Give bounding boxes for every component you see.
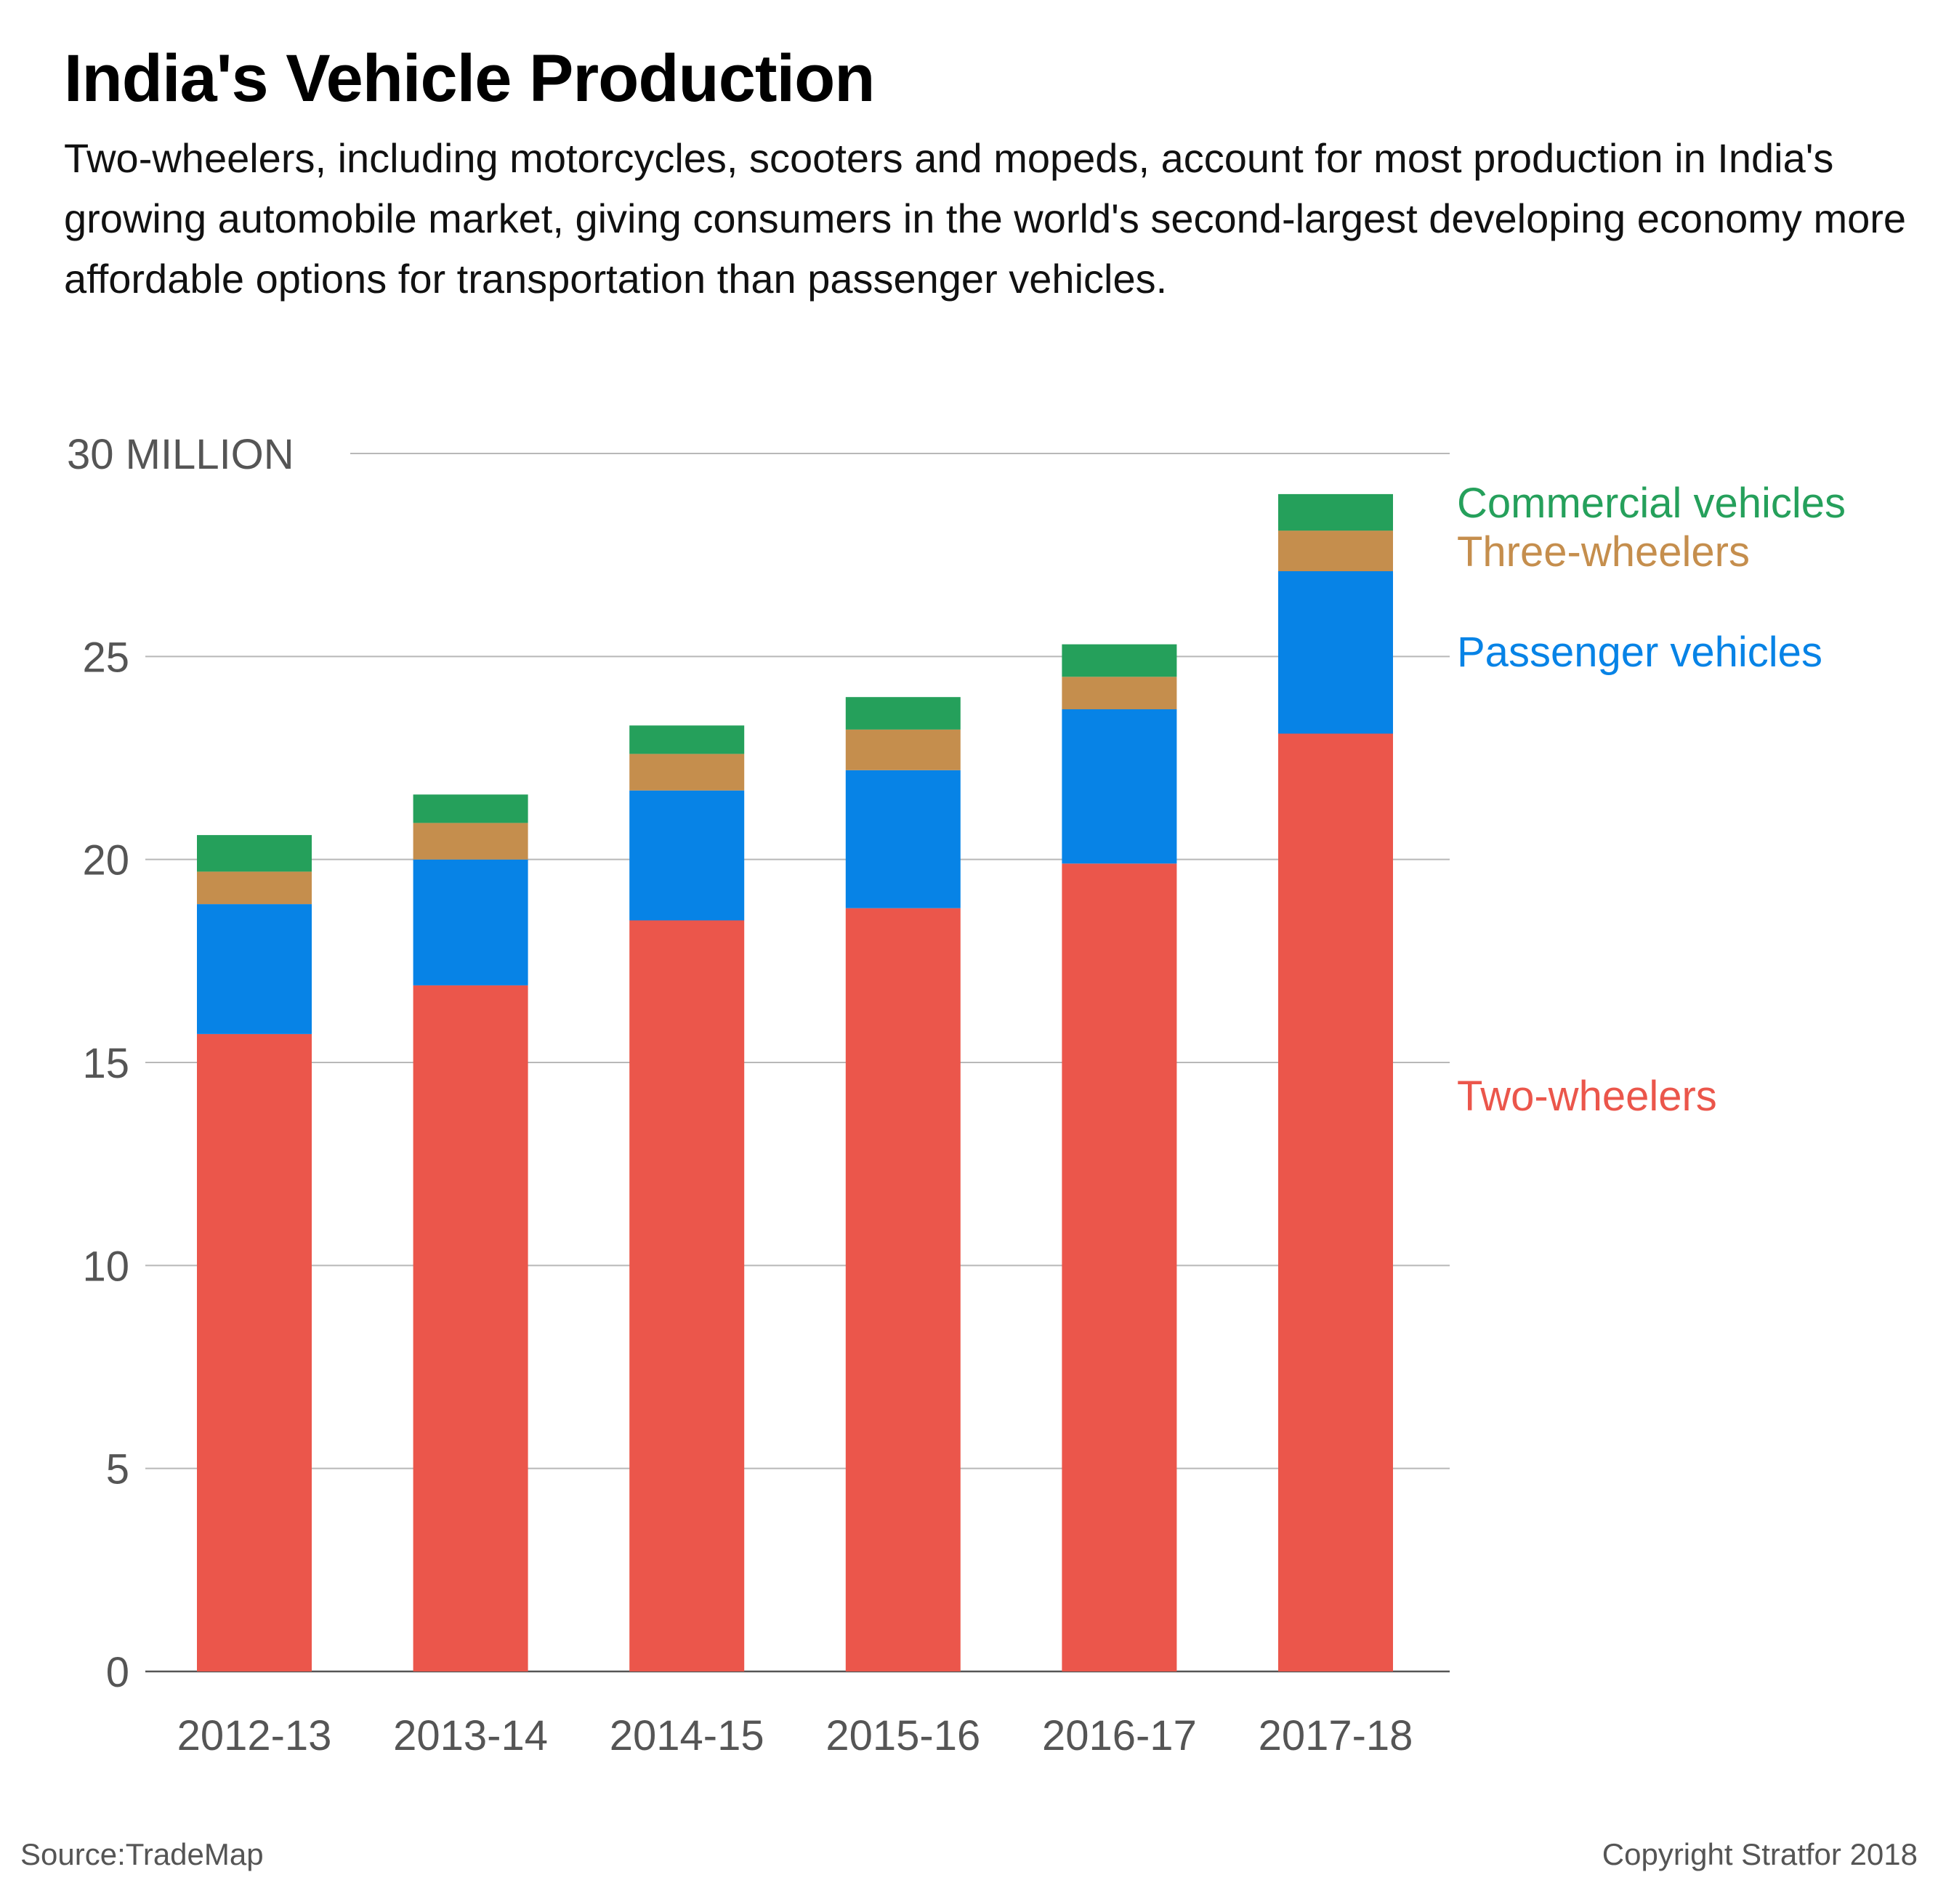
- bar-segment-passenger-vehicles: [629, 790, 745, 921]
- y-tick-label: 5: [106, 1446, 129, 1493]
- legend-label-three-wheelers: Three-wheelers: [1457, 528, 1750, 576]
- x-tick-label: 2013-14: [393, 1712, 548, 1759]
- bar-segment-passenger-vehicles: [845, 770, 961, 908]
- x-tick-label: 2012-13: [177, 1712, 332, 1759]
- y-tick-label: 10: [82, 1243, 129, 1290]
- bar-segment-three-wheelers: [1278, 531, 1393, 571]
- bar-segment-two-wheelers: [629, 920, 745, 1671]
- bar-segment-commercial-vehicles: [1062, 644, 1177, 677]
- y-tick-label: 0: [106, 1649, 129, 1696]
- legend-label-passenger-vehicles: Passenger vehicles: [1457, 629, 1822, 676]
- gridlines: [145, 453, 1450, 1673]
- y-tick-label: 15: [82, 1040, 129, 1087]
- x-tick-label: 2016-17: [1042, 1712, 1197, 1759]
- bar-segment-passenger-vehicles: [413, 859, 528, 985]
- bar-segment-three-wheelers: [413, 823, 528, 860]
- bar-segment-passenger-vehicles: [1062, 709, 1177, 864]
- bar-segment-commercial-vehicles: [629, 725, 745, 754]
- legend-label-commercial-vehicles: Commercial vehicles: [1457, 480, 1846, 527]
- x-axis-tick-labels: 2012-13 2013-14 2014-15 2015-16 2016-17 2017-…: [177, 1712, 1413, 1759]
- bar-segment-commercial-vehicles: [413, 794, 528, 823]
- bar-segment-two-wheelers: [197, 1033, 312, 1671]
- bars: [197, 493, 1393, 1671]
- bar-segment-passenger-vehicles: [1278, 571, 1393, 734]
- page-subtitle: Two-wheelers, including motorcycles, sco…: [64, 135, 1907, 302]
- bar-segment-two-wheelers: [413, 985, 528, 1671]
- legend: Two-wheelers Passenger vehicles Three-whee…: [1457, 480, 1846, 1120]
- bar-segment-commercial-vehicles: [1278, 493, 1393, 531]
- bar-segment-commercial-vehicles: [845, 697, 961, 730]
- legend-label-two-wheelers: Two-wheelers: [1457, 1073, 1717, 1120]
- bar-segment-three-wheelers: [629, 754, 745, 791]
- bar-segment-three-wheelers: [1062, 677, 1177, 709]
- copyright-note: Copyright Stratfor 2018: [1602, 1837, 1918, 1871]
- bar-segment-two-wheelers: [1278, 733, 1393, 1671]
- source-note: Source:TradeMap: [20, 1837, 264, 1871]
- bar-segment-three-wheelers: [197, 871, 312, 905]
- y-tick-label: 25: [82, 634, 129, 681]
- y-axis-tick-labels: 0 5 10 15 20 25 30 MILLION: [67, 431, 294, 1696]
- bar-segment-two-wheelers: [845, 908, 961, 1671]
- bar-segment-passenger-vehicles: [197, 904, 312, 1034]
- bar-segment-commercial-vehicles: [197, 835, 312, 872]
- bar-segment-three-wheelers: [845, 729, 961, 770]
- x-tick-label: 2015-16: [825, 1712, 980, 1759]
- page-title: India's Vehicle Production: [64, 41, 875, 116]
- x-tick-label: 2014-15: [610, 1712, 764, 1759]
- y-tick-label: 20: [82, 837, 129, 884]
- bar-segment-two-wheelers: [1062, 863, 1177, 1671]
- y-tick-label: 30 MILLION: [67, 431, 294, 478]
- x-tick-label: 2017-18: [1259, 1712, 1413, 1759]
